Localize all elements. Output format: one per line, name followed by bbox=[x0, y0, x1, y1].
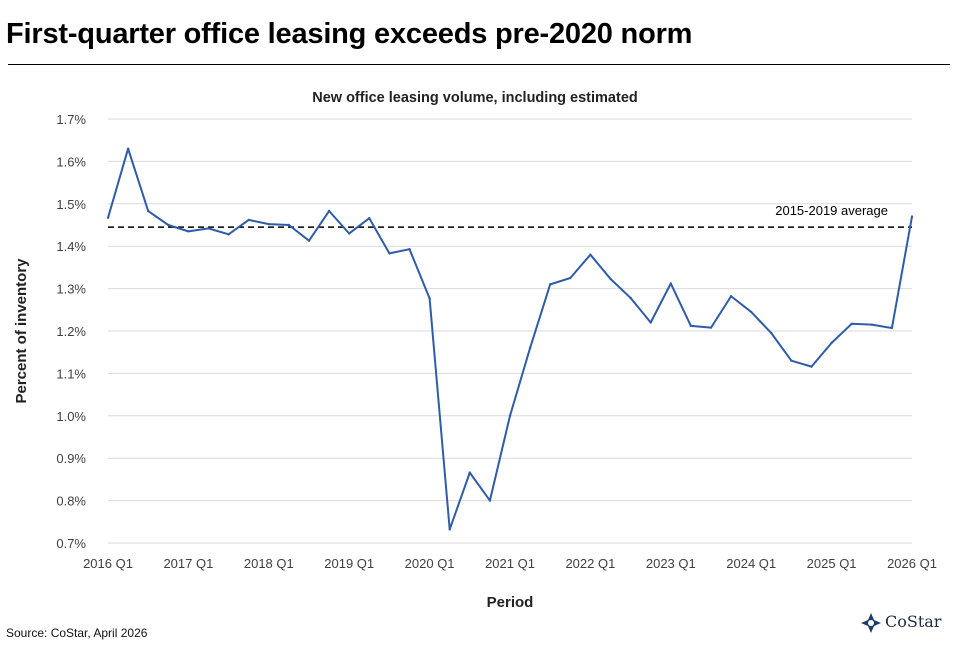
data-point bbox=[528, 346, 532, 350]
data-point bbox=[609, 277, 612, 281]
y-tick-label: 1.0% bbox=[56, 409, 86, 424]
data-point bbox=[649, 321, 652, 324]
data-point bbox=[307, 239, 311, 242]
y-tick-label: 0.7% bbox=[56, 536, 86, 551]
data-point bbox=[589, 253, 592, 256]
chart-gridlines bbox=[108, 118, 912, 544]
data-point bbox=[408, 247, 411, 251]
page-headline: First-quarter office leasing exceeds pre… bbox=[6, 18, 693, 50]
data-point bbox=[106, 216, 110, 219]
y-tick-label: 1.2% bbox=[56, 324, 86, 339]
data-point bbox=[428, 297, 431, 300]
costar-logo: CoStar bbox=[861, 612, 951, 634]
data-point bbox=[448, 528, 451, 531]
x-tick-label: 2022 Q1 bbox=[565, 556, 615, 571]
y-tick-label: 1.7% bbox=[56, 112, 86, 127]
x-tick-label: 2019 Q1 bbox=[324, 556, 374, 571]
y-tick-label: 1.5% bbox=[56, 197, 86, 212]
data-point bbox=[368, 217, 371, 220]
y-tick-label: 1.3% bbox=[56, 282, 86, 297]
data-point bbox=[890, 326, 894, 330]
data-point bbox=[227, 233, 230, 236]
data-point bbox=[910, 215, 914, 218]
chart-title: New office leasing volume, including est… bbox=[312, 90, 638, 106]
data-point bbox=[850, 322, 853, 325]
data-point bbox=[709, 326, 713, 329]
data-point bbox=[810, 365, 813, 368]
data-point bbox=[508, 414, 512, 417]
y-tick-label: 0.8% bbox=[56, 494, 86, 509]
reference-line-label: 2015-2019 average bbox=[775, 203, 888, 218]
x-tick-label: 2025 Q1 bbox=[807, 556, 857, 571]
x-tick-label: 2017 Q1 bbox=[163, 556, 213, 571]
headline-divider bbox=[8, 64, 950, 65]
x-tick-label: 2023 Q1 bbox=[646, 556, 696, 571]
data-point bbox=[790, 359, 793, 362]
data-point bbox=[187, 230, 190, 233]
data-point bbox=[729, 295, 733, 298]
x-tick-label: 2020 Q1 bbox=[405, 556, 455, 571]
x-tick-label: 2026 Q1 bbox=[887, 556, 937, 571]
data-point bbox=[167, 223, 170, 227]
data-point bbox=[388, 252, 391, 255]
data-point bbox=[147, 209, 150, 213]
x-axis-label: Period bbox=[487, 594, 534, 611]
data-point bbox=[549, 283, 552, 286]
x-axis-ticks: 2016 Q1 2017 Q1 2018 Q1 2019 Q1 2020 Q1 2021 … bbox=[83, 556, 937, 571]
x-tick-label: 2016 Q1 bbox=[83, 556, 133, 571]
data-point bbox=[689, 324, 693, 328]
data-point bbox=[287, 223, 291, 227]
series-points bbox=[106, 147, 914, 531]
y-tick-label: 0.9% bbox=[56, 451, 86, 466]
data-point bbox=[870, 323, 873, 326]
y-tick-label: 1.1% bbox=[56, 366, 86, 381]
data-point bbox=[750, 310, 753, 314]
data-point bbox=[770, 331, 773, 335]
x-tick-label: 2021 Q1 bbox=[485, 556, 535, 571]
data-point bbox=[629, 296, 632, 300]
data-point bbox=[247, 218, 250, 222]
y-axis-label: Percent of inventory bbox=[13, 258, 30, 404]
y-axis-ticks: 0.7% 0.8% 0.9% 1.0% 1.1% 1.2% 1.3% 1.4% 1.5% 1.6%… bbox=[56, 112, 86, 551]
source-note: Source: CoStar, April 2026 bbox=[6, 626, 148, 640]
x-tick-label: 2018 Q1 bbox=[244, 556, 294, 571]
data-point bbox=[488, 499, 492, 502]
data-point bbox=[468, 471, 471, 474]
data-point bbox=[569, 276, 572, 280]
data-point bbox=[669, 282, 672, 285]
data-point bbox=[207, 227, 210, 230]
x-tick-label: 2024 Q1 bbox=[726, 556, 776, 571]
data-point bbox=[348, 232, 351, 235]
data-point bbox=[327, 209, 331, 213]
data-point bbox=[830, 341, 833, 345]
y-tick-label: 1.4% bbox=[56, 239, 86, 254]
data-point bbox=[126, 147, 130, 150]
costar-logo-icon bbox=[861, 613, 881, 633]
y-tick-label: 1.6% bbox=[56, 154, 86, 169]
data-point bbox=[267, 222, 270, 226]
costar-logo-text: CoStar bbox=[885, 612, 942, 631]
